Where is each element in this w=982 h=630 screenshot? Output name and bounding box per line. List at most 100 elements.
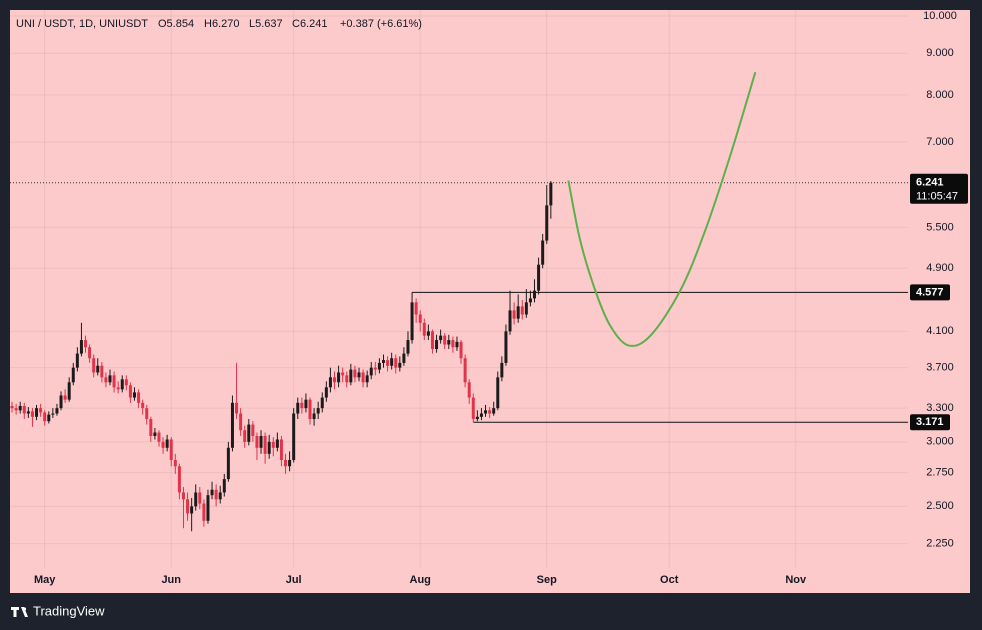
candle-body <box>59 395 63 409</box>
symbol: UNI / USDT, 1D, UNIUSDT <box>16 18 148 30</box>
candle-body <box>320 397 324 409</box>
candle-body <box>398 362 402 368</box>
x-tick-label: Oct <box>660 574 679 586</box>
candle-body <box>328 377 332 388</box>
candle-body <box>353 369 357 378</box>
candle-body <box>455 341 459 348</box>
change: +0.387 (+6.61%) <box>340 18 422 30</box>
candle-body <box>30 411 34 417</box>
x-tick-label: Sep <box>537 574 557 586</box>
candle-body <box>357 372 361 378</box>
candle-body <box>500 362 504 378</box>
y-tick-label: 3.700 <box>926 362 954 374</box>
marks <box>10 71 908 532</box>
brand: TradingView <box>11 603 105 618</box>
candle-body <box>373 367 377 370</box>
candle-body <box>14 408 18 411</box>
candle-body <box>520 306 524 315</box>
candle-body <box>132 392 136 398</box>
candle-body <box>222 479 226 493</box>
candle-body <box>210 489 214 496</box>
candle-body <box>545 205 549 241</box>
candle-body <box>194 492 198 507</box>
candle-body <box>337 372 341 383</box>
y-tick-label: 2.250 <box>926 538 954 550</box>
candle-body <box>443 335 447 345</box>
candle-body <box>235 402 239 414</box>
header: UNI / USDT, 1D, UNIUSDT O5.854 H6.270 L5… <box>16 18 422 30</box>
candle-body <box>247 424 251 442</box>
candle-body <box>10 405 14 409</box>
candle-body <box>26 411 30 414</box>
candle-body <box>22 405 26 414</box>
candle-body <box>181 492 185 500</box>
candle-body <box>92 358 96 373</box>
candle-body <box>239 413 243 431</box>
y-tick-label: 5.500 <box>926 221 954 233</box>
candle-body <box>112 375 116 388</box>
candle-body <box>165 439 169 448</box>
candle-body <box>341 372 345 376</box>
level-label: 4.577 <box>916 286 944 298</box>
candle-body <box>296 402 300 414</box>
candle-body <box>186 499 190 514</box>
candle-body <box>479 413 483 417</box>
level-box <box>910 284 950 301</box>
candle-body <box>386 360 390 366</box>
x-tick-label: Jul <box>286 574 302 586</box>
ohlc-close: C6.241 <box>292 18 327 30</box>
brand-logo-dot <box>22 607 27 611</box>
candle-body <box>124 379 128 386</box>
x-tick-label: Jun <box>161 574 181 586</box>
candle-body <box>153 432 157 436</box>
candle-body <box>349 369 353 383</box>
candle-body <box>492 408 496 414</box>
candle-body <box>508 310 512 332</box>
ohlc-open: O5.854 <box>158 18 194 30</box>
candle-body <box>63 395 67 400</box>
candle-body <box>206 495 210 521</box>
candle-body <box>218 492 222 500</box>
x-tick-label: Aug <box>410 574 431 586</box>
candle-body <box>79 340 83 354</box>
candle-body <box>84 340 88 348</box>
candle-body <box>230 402 234 448</box>
candle-body <box>88 347 92 359</box>
candle-body <box>304 399 308 409</box>
last-price-label: 6.241 <box>916 177 944 189</box>
candle-body <box>418 314 422 323</box>
y-tick-label: 8.000 <box>926 89 954 101</box>
candle-body <box>267 441 271 454</box>
candle-body <box>475 416 479 420</box>
candle-body <box>169 439 173 460</box>
candle-body <box>51 413 55 415</box>
candle-body <box>263 435 267 454</box>
candle-body <box>108 375 112 383</box>
level-box <box>910 414 950 431</box>
candle-body <box>406 340 410 354</box>
candle-body <box>243 430 247 442</box>
candle-body <box>190 506 194 514</box>
candle-body <box>333 377 337 383</box>
axes: 2.250 2.500 2.750 3.000 3.300 3.700 4.100 4.900… <box>34 10 968 586</box>
candle-body <box>300 402 304 409</box>
candle-body <box>484 410 488 414</box>
candle-body <box>75 353 79 368</box>
candle-body <box>284 459 288 467</box>
candle-body <box>308 399 312 420</box>
candle-body <box>67 382 71 400</box>
last-price-box <box>910 173 968 204</box>
candle-body <box>528 298 532 303</box>
candle-body <box>324 387 328 398</box>
candle-body <box>524 302 528 315</box>
candle-body <box>312 413 316 420</box>
candle-body <box>198 492 202 504</box>
candle-body <box>177 466 181 493</box>
candle-body <box>361 372 365 383</box>
candle-body <box>214 489 218 500</box>
candle-body <box>141 402 145 409</box>
candle-body <box>47 414 51 422</box>
y-tick-label: 3.000 <box>926 436 954 448</box>
candle-body <box>100 365 104 378</box>
y-tick-label: 7.000 <box>926 136 954 148</box>
